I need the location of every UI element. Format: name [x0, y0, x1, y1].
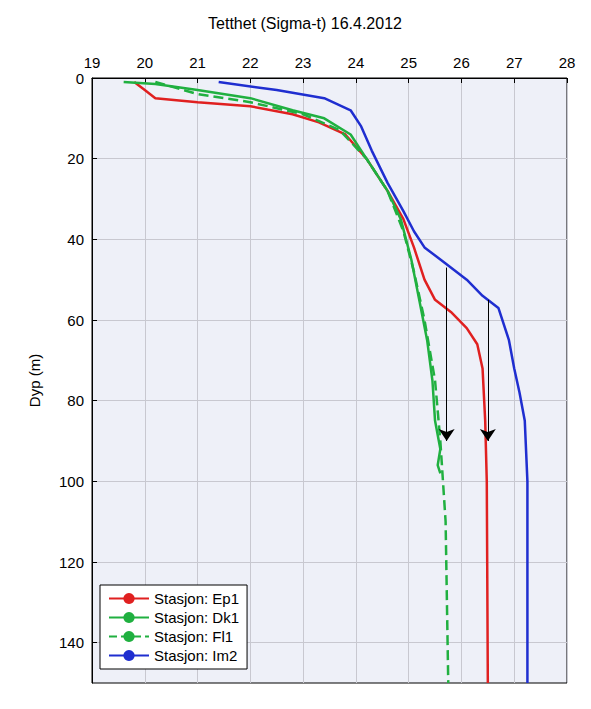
svg-text:Tetthet (Sigma-t) 16.4.2012: Tetthet (Sigma-t) 16.4.2012	[208, 15, 402, 32]
svg-text:22: 22	[242, 54, 259, 71]
svg-text:25: 25	[400, 54, 417, 71]
svg-text:80: 80	[67, 392, 84, 409]
svg-text:100: 100	[59, 473, 84, 490]
svg-text:0: 0	[76, 70, 84, 87]
svg-text:140: 140	[59, 634, 84, 651]
svg-text:Stasjon: Dk1: Stasjon: Dk1	[154, 609, 239, 626]
svg-text:23: 23	[295, 54, 312, 71]
svg-text:27: 27	[506, 54, 523, 71]
svg-text:20: 20	[67, 150, 84, 167]
svg-text:40: 40	[67, 231, 84, 248]
svg-text:Stasjon: Fl1: Stasjon: Fl1	[154, 628, 233, 645]
svg-text:Stasjon: Ep1: Stasjon: Ep1	[154, 590, 239, 607]
svg-text:26: 26	[453, 54, 470, 71]
svg-text:20: 20	[136, 54, 153, 71]
svg-text:21: 21	[189, 54, 206, 71]
svg-text:28: 28	[559, 54, 576, 71]
svg-text:Stasjon: Im2: Stasjon: Im2	[154, 647, 237, 664]
svg-text:19: 19	[84, 54, 101, 71]
svg-text:120: 120	[59, 554, 84, 571]
svg-text:60: 60	[67, 312, 84, 329]
svg-text:24: 24	[348, 54, 365, 71]
svg-text:Dyp (m): Dyp (m)	[26, 354, 43, 407]
